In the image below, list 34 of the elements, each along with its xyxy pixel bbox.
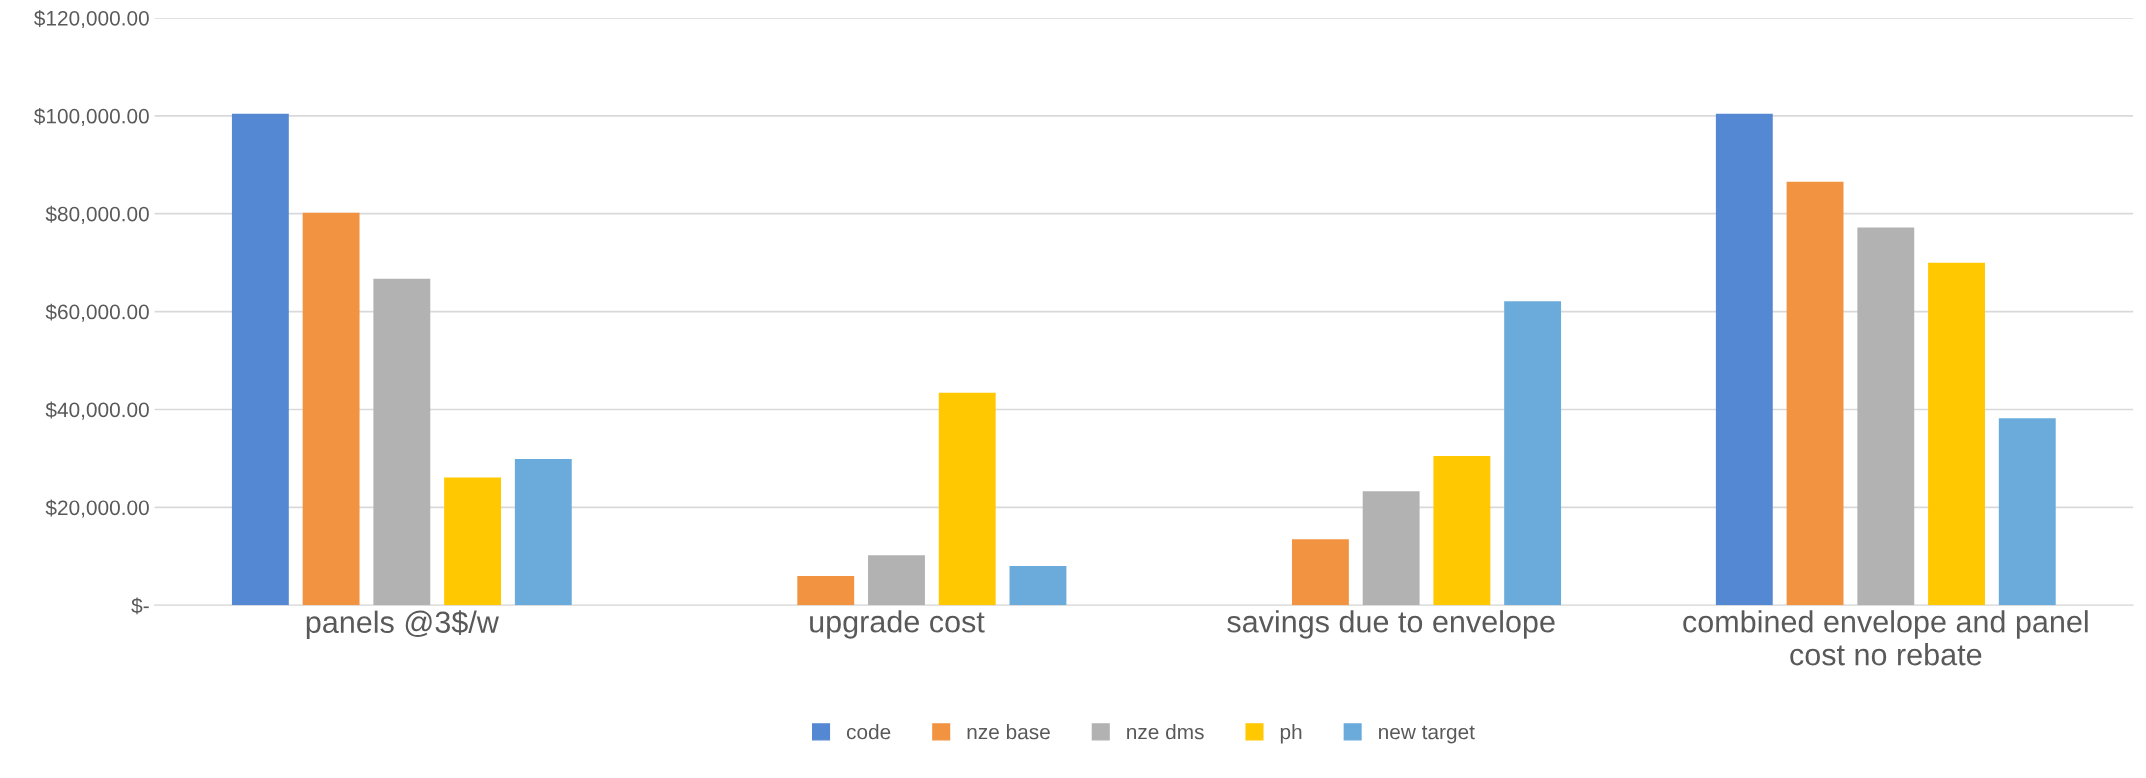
y-tick-label: $60,000.00 [45,303,149,322]
bar [1362,491,1420,606]
bar [302,212,360,606]
bar [231,113,289,606]
x-tick-label: panels @3$/w [306,610,499,640]
x-tick-label: combined envelope and panel cost no rebate [1683,610,2088,666]
bar [797,575,855,606]
legend-label: new target [1379,725,1475,744]
bar [373,278,431,606]
bar [868,555,925,606]
y-tick-label: $- [131,597,149,615]
y-tick-label: $40,000.00 [45,401,149,420]
bar [1291,539,1349,606]
legend-label: nze base [967,724,1050,740]
y-tick-label: $20,000.00 [45,499,149,518]
y-tick-label: $80,000.00 [45,205,149,224]
bar [1857,227,1915,606]
bar [514,458,572,606]
bar [444,477,502,606]
bar [1504,301,1562,606]
bar [1009,566,1067,606]
legend-label: ph [1280,724,1302,744]
legend-label: code [846,724,891,740]
x-tick-label: upgrade cost [810,610,985,639]
legend-label: nze dms [1127,724,1204,740]
bar [1715,113,1773,606]
y-tick-label: $100,000.00 [34,107,149,127]
bar [938,392,996,606]
bar [1433,455,1491,606]
bar [1928,262,1985,606]
x-tick-label: savings due to envelope [1227,610,1555,639]
y-tick-label: $120,000.00 [34,10,149,29]
bar [1998,418,2056,606]
bar [1786,181,1844,606]
